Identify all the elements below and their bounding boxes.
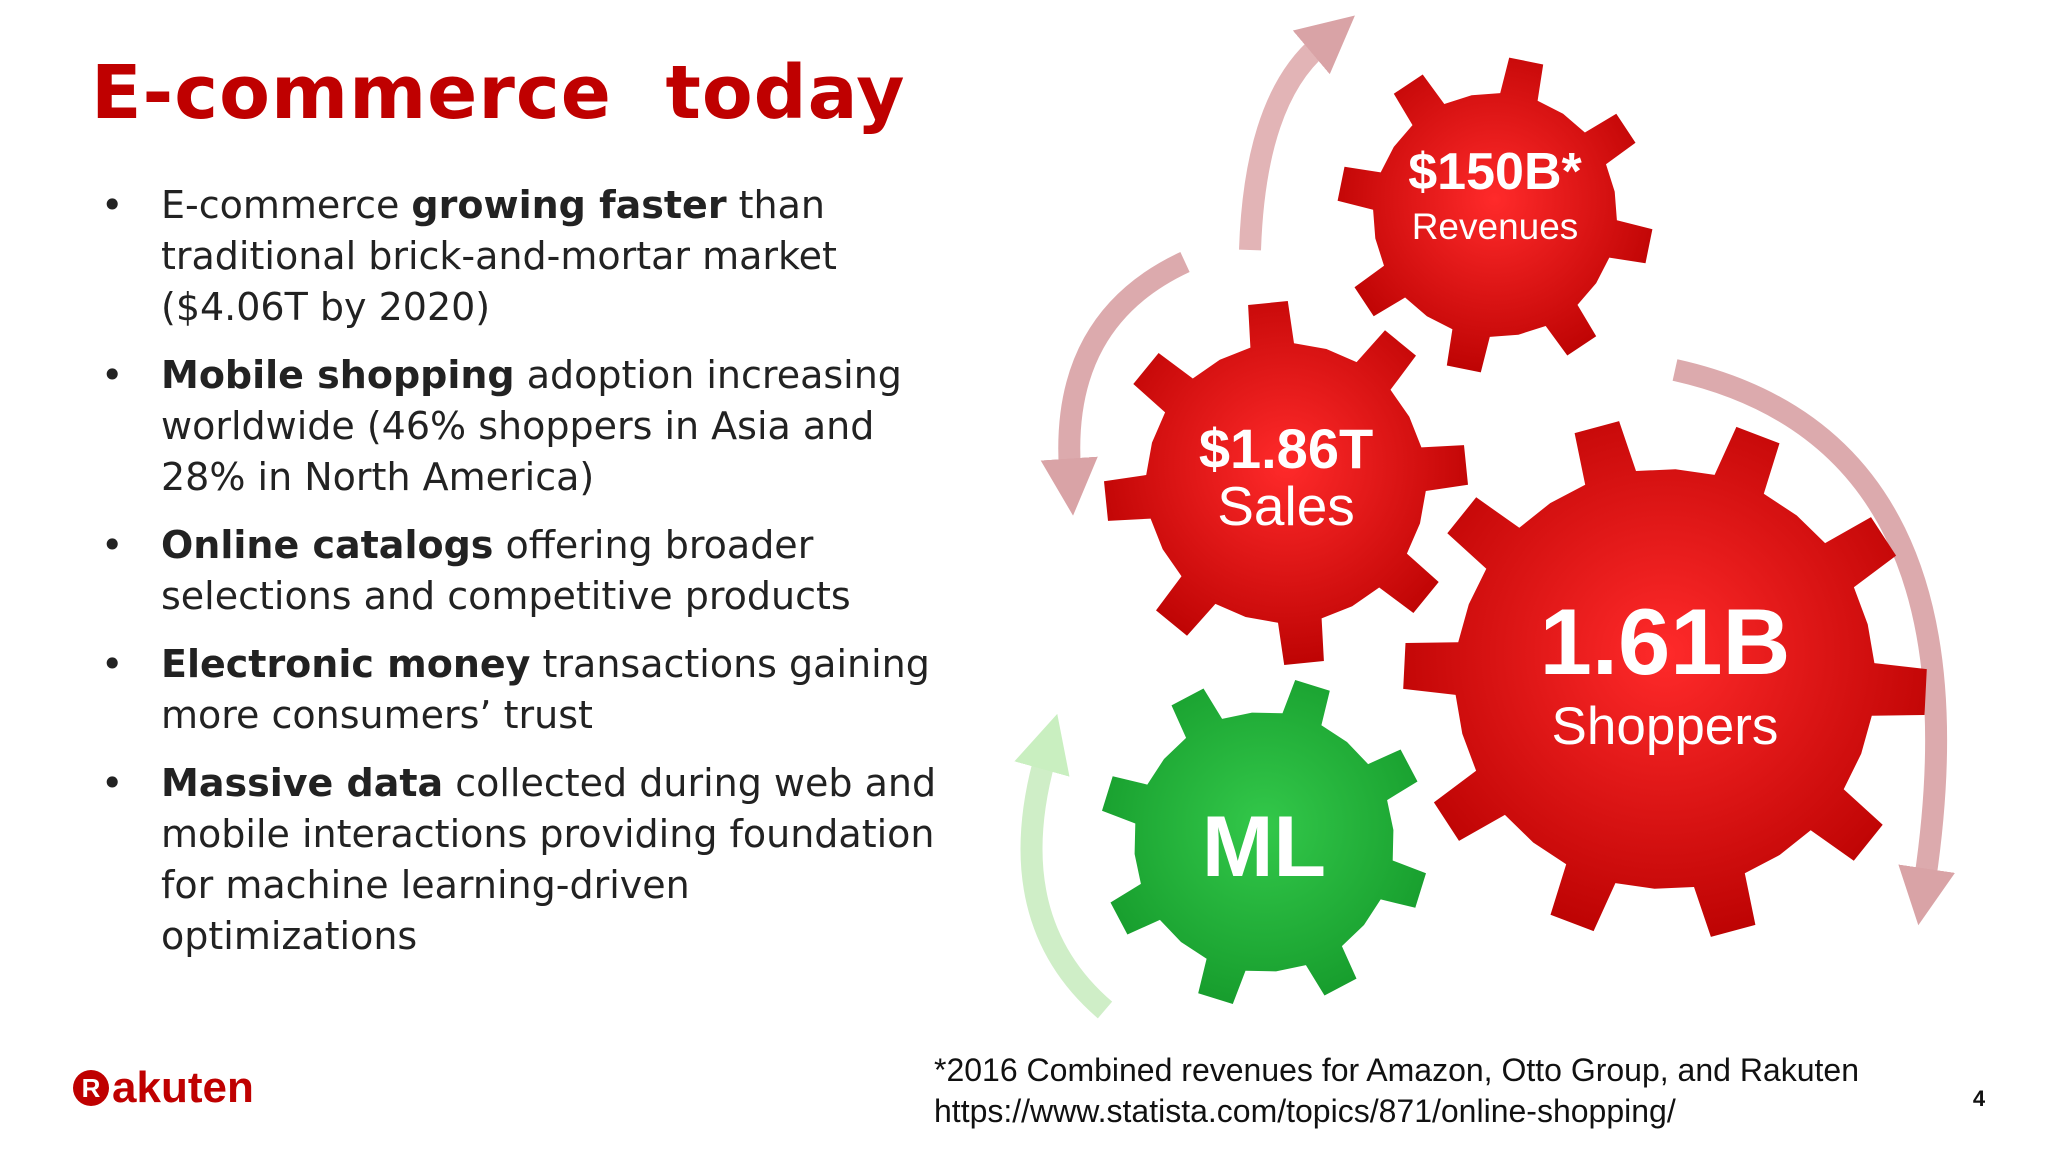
logo-mark: R (82, 1073, 101, 1103)
bullet-text: adoption increasing worldwide (46% shopp… (161, 353, 902, 499)
page-number: 4 (1973, 1086, 1986, 1111)
bullet-emphasis: growing faster (411, 183, 727, 227)
gear-label: Shoppers (1552, 697, 1779, 756)
gear (1337, 57, 1653, 373)
footnote: https://www.statista.com/topics/871/onli… (934, 1093, 1676, 1129)
logo: R akuten (73, 1063, 254, 1112)
bullet: Mobile shopping adoption increasing worl… (101, 350, 941, 503)
cycle-arrow (1040, 252, 1190, 516)
gear-label: Sales (1217, 475, 1355, 537)
bullet-text: offering broader selections and competit… (161, 523, 851, 618)
gear (1403, 421, 1927, 937)
gear (1104, 301, 1468, 665)
cycle-arrow (1672, 359, 1955, 926)
footnote: *2016 Combined revenues for Amazon, Otto… (934, 1052, 1859, 1088)
bullet-text: E-commerce (161, 183, 412, 227)
slide-title: E-commerce today (91, 50, 906, 136)
bullet: Electronic money transactions gaining mo… (101, 639, 941, 741)
gear (1102, 680, 1426, 1004)
bullet-text: than traditional brick-and-mortar market… (161, 183, 837, 329)
logo-text: akuten (112, 1063, 254, 1112)
cycle-arrow (1014, 713, 1113, 1019)
cycle-arrow (1239, 15, 1355, 251)
arrows (1014, 15, 1955, 1019)
bullet-emphasis: Online catalogs (161, 523, 494, 567)
bullet-text: collected during web and mobile interact… (161, 761, 937, 958)
bullet: Online catalogs offering broader selecti… (101, 520, 941, 622)
logo-mark-circle (73, 1070, 109, 1106)
bullet: Massive data collected during web and mo… (101, 758, 941, 962)
bullet-list: E-commerce growing faster than tradition… (101, 180, 941, 979)
bullet: E-commerce growing faster than tradition… (101, 180, 941, 333)
bullet-emphasis: Massive data (161, 761, 444, 805)
gear-value: $1.86T (1199, 417, 1373, 480)
gear-label: Revenues (1412, 206, 1579, 247)
bullet-emphasis: Mobile shopping (161, 353, 515, 397)
gear-value: 1.61B (1540, 589, 1791, 694)
gear-value: ML (1202, 799, 1326, 895)
bullet-text: transactions gaining more consumers’ tru… (161, 642, 930, 737)
bullet-emphasis: Electronic money (161, 642, 531, 686)
gear-value: $150B* (1408, 143, 1582, 201)
